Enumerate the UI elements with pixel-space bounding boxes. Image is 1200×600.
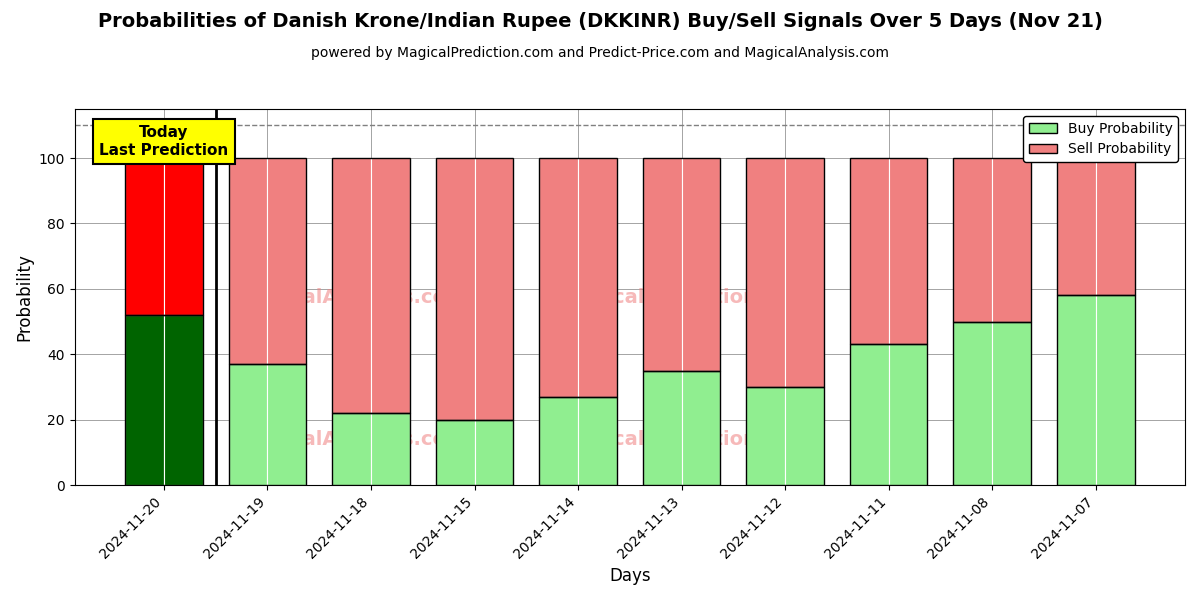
Bar: [1057, 295, 1096, 485]
Bar: [785, 158, 824, 387]
Bar: [436, 158, 514, 419]
Bar: [268, 364, 306, 485]
Bar: [229, 364, 306, 485]
Bar: [953, 322, 992, 485]
Bar: [539, 158, 578, 397]
Bar: [682, 371, 720, 485]
Bar: [992, 158, 1031, 322]
Bar: [539, 158, 617, 397]
Bar: [332, 413, 410, 485]
Bar: [746, 387, 824, 485]
Text: MagicalAnalysis.com: MagicalAnalysis.com: [238, 430, 467, 449]
Bar: [539, 397, 578, 485]
Y-axis label: Probability: Probability: [16, 253, 34, 341]
Bar: [1096, 295, 1134, 485]
Bar: [436, 419, 514, 485]
Legend: Buy Probability, Sell Probability: Buy Probability, Sell Probability: [1024, 116, 1178, 162]
Bar: [1096, 158, 1134, 295]
Bar: [992, 322, 1031, 485]
Bar: [371, 413, 410, 485]
Bar: [953, 158, 992, 322]
Bar: [850, 344, 889, 485]
Text: powered by MagicalPrediction.com and Predict-Price.com and MagicalAnalysis.com: powered by MagicalPrediction.com and Pre…: [311, 46, 889, 60]
Bar: [746, 387, 785, 485]
Bar: [164, 315, 203, 485]
Bar: [643, 158, 682, 371]
Bar: [643, 371, 720, 485]
X-axis label: Days: Days: [610, 567, 650, 585]
Bar: [1057, 295, 1134, 485]
Bar: [332, 158, 371, 413]
Bar: [889, 158, 928, 344]
Bar: [953, 158, 1031, 322]
Text: Today
Last Prediction: Today Last Prediction: [100, 125, 228, 158]
Bar: [682, 158, 720, 371]
Bar: [125, 315, 164, 485]
Bar: [746, 158, 824, 387]
Bar: [578, 158, 617, 397]
Bar: [332, 158, 410, 413]
Bar: [371, 158, 410, 413]
Bar: [229, 158, 306, 364]
Bar: [539, 397, 617, 485]
Bar: [850, 344, 928, 485]
Bar: [229, 364, 268, 485]
Bar: [125, 158, 203, 315]
Bar: [1057, 158, 1134, 295]
Bar: [643, 371, 682, 485]
Bar: [850, 158, 889, 344]
Bar: [436, 419, 474, 485]
Text: MagicalAnalysis.com: MagicalAnalysis.com: [238, 287, 467, 307]
Text: Probabilities of Danish Krone/Indian Rupee (DKKINR) Buy/Sell Signals Over 5 Days: Probabilities of Danish Krone/Indian Rup…: [97, 12, 1103, 31]
Bar: [125, 315, 203, 485]
Bar: [1057, 158, 1096, 295]
Bar: [785, 387, 824, 485]
Bar: [953, 322, 1031, 485]
Bar: [164, 158, 203, 315]
Bar: [436, 158, 474, 419]
Bar: [578, 397, 617, 485]
Bar: [332, 413, 371, 485]
Bar: [474, 419, 514, 485]
Bar: [229, 158, 268, 364]
Bar: [889, 344, 928, 485]
Bar: [268, 158, 306, 364]
Text: MagicalPrediction.com: MagicalPrediction.com: [560, 287, 810, 307]
Bar: [746, 158, 785, 387]
Bar: [850, 158, 928, 344]
Text: MagicalPrediction.com: MagicalPrediction.com: [560, 430, 810, 449]
Bar: [125, 158, 164, 315]
Bar: [474, 158, 514, 419]
Bar: [643, 158, 720, 371]
